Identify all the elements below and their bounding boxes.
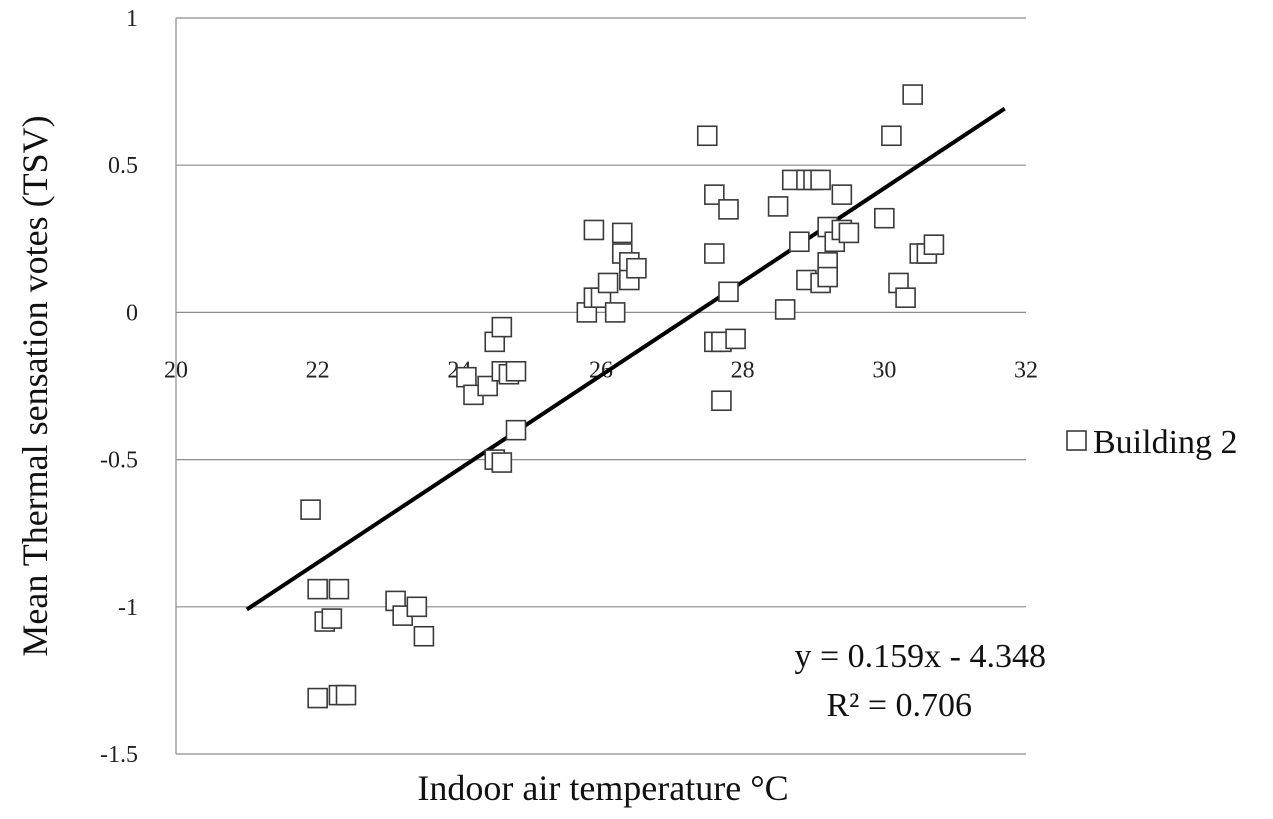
grid-lines bbox=[176, 17, 1026, 755]
data-point bbox=[725, 328, 746, 350]
data-point bbox=[406, 596, 428, 618]
x-tick-label: 20 bbox=[164, 357, 188, 383]
data-point bbox=[307, 578, 328, 600]
data-point bbox=[718, 199, 739, 220]
data-point bbox=[696, 125, 718, 147]
data-point bbox=[704, 243, 725, 264]
y-tick-label: -0.5 bbox=[100, 448, 138, 474]
data-point bbox=[328, 578, 350, 600]
data-point bbox=[774, 299, 796, 320]
y-axis-title: Mean Thermal sensation votes (TSV) bbox=[15, 115, 55, 656]
y-tick-label: -1.5 bbox=[100, 742, 138, 768]
data-point bbox=[626, 257, 647, 279]
data-point bbox=[711, 390, 732, 412]
y-tick-label: 0 bbox=[126, 300, 138, 326]
data-point bbox=[321, 608, 343, 629]
x-tick-labels: 20222426283032 bbox=[164, 357, 1038, 383]
legend-marker-icon bbox=[1066, 430, 1087, 451]
data-point bbox=[881, 125, 902, 147]
data-point bbox=[300, 499, 321, 520]
data-point bbox=[789, 231, 810, 253]
x-tick-label: 30 bbox=[872, 357, 896, 383]
data-point bbox=[491, 316, 513, 338]
data-point bbox=[456, 366, 477, 388]
data-point bbox=[307, 687, 328, 709]
data-point bbox=[923, 234, 945, 255]
data-point bbox=[413, 625, 435, 647]
trendline-equation: y = 0.159x - 4.348 bbox=[795, 638, 1047, 675]
data-point bbox=[831, 184, 853, 205]
trendline-group bbox=[245, 106, 1006, 612]
data-point bbox=[505, 360, 527, 382]
x-tick-label: 28 bbox=[731, 357, 755, 383]
data-point bbox=[604, 302, 626, 323]
trendline bbox=[245, 106, 1006, 612]
data-point bbox=[767, 196, 789, 217]
legend: Building 2 bbox=[1066, 424, 1238, 461]
data-point bbox=[874, 207, 895, 229]
data-point bbox=[902, 84, 923, 105]
y-tick-labels: 1 0.5 0 -0.5 -1 -1.5 bbox=[100, 6, 138, 768]
y-tick-label: 0.5 bbox=[108, 153, 138, 179]
y-tick-label: -1 bbox=[118, 595, 138, 621]
data-point bbox=[491, 452, 513, 473]
x-tick-label: 22 bbox=[306, 357, 330, 383]
data-point bbox=[718, 281, 739, 303]
y-tick-label: 1 bbox=[126, 6, 138, 32]
data-point bbox=[611, 222, 633, 244]
data-point bbox=[597, 272, 619, 294]
legend-label: Building 2 bbox=[1093, 424, 1238, 461]
data-point bbox=[895, 287, 916, 308]
data-point bbox=[335, 684, 357, 706]
x-tick-label: 32 bbox=[1014, 357, 1038, 383]
data-point bbox=[838, 222, 860, 244]
data-point bbox=[817, 266, 838, 288]
data-point bbox=[505, 419, 527, 441]
trendline-r-squared: R² = 0.706 bbox=[826, 687, 972, 724]
data-point bbox=[583, 219, 605, 241]
x-axis-title: Indoor air temperature °C bbox=[417, 768, 788, 808]
data-point bbox=[810, 169, 831, 191]
data-points bbox=[300, 84, 945, 709]
